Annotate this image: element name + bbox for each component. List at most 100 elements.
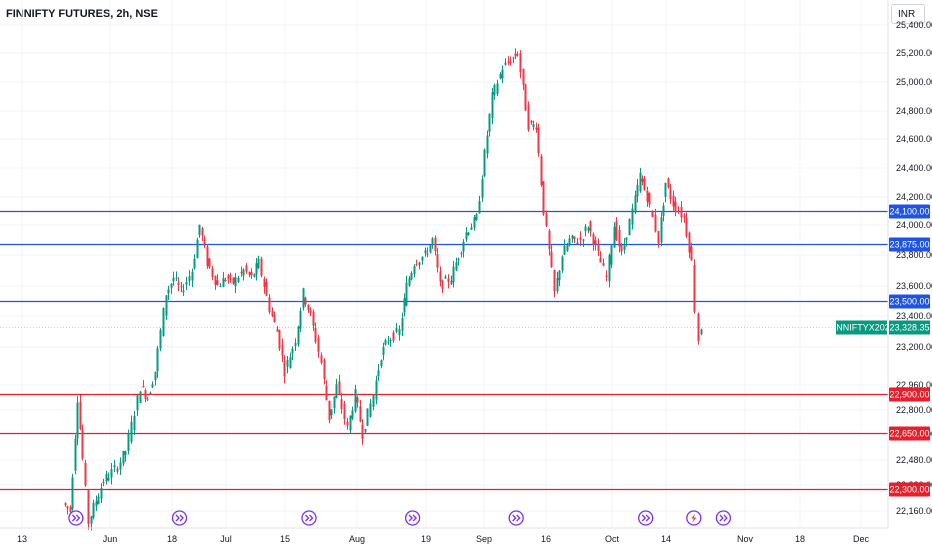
candle-body — [561, 256, 564, 271]
candle-body — [130, 421, 133, 442]
candle-body — [509, 61, 512, 64]
y-tick-label: 23,400.00 — [896, 311, 932, 321]
candle-body — [124, 451, 127, 455]
candle-body — [693, 265, 696, 312]
candle-body — [690, 246, 693, 261]
x-tick-label: Oct — [605, 534, 620, 544]
candle-body — [214, 275, 217, 285]
dividend-icon[interactable] — [404, 510, 421, 526]
candle-body — [444, 276, 447, 279]
candle-body — [172, 277, 175, 282]
candle-body — [317, 337, 320, 352]
candle-body — [84, 462, 87, 486]
candle-body — [387, 341, 390, 343]
candle-body — [237, 277, 240, 282]
last-price-tag — [889, 320, 930, 335]
chevrons-glyph — [175, 514, 184, 522]
candle-body — [594, 240, 597, 245]
candle-body — [542, 181, 545, 215]
x-tick-label: Nov — [737, 534, 754, 544]
candle-body — [211, 268, 214, 277]
support-level-label: 22,900.00 — [889, 390, 929, 400]
candle-body — [144, 390, 147, 399]
candle-body — [499, 74, 502, 79]
candle-body — [146, 398, 149, 400]
candle-body — [697, 313, 700, 341]
lightning-icon[interactable] — [686, 510, 702, 526]
candle-body — [641, 178, 644, 182]
chevrons-glyph — [641, 514, 651, 522]
candle-body — [648, 192, 651, 205]
candle-body — [602, 263, 605, 266]
candle-body — [634, 195, 637, 213]
candle-body — [530, 120, 533, 123]
dividend-icon[interactable] — [171, 510, 188, 526]
candle-body — [354, 389, 357, 412]
y-tick-label: 24,000.00 — [896, 220, 932, 230]
symbol-label: FINNIFTYX2024 — [828, 323, 895, 333]
candle-body — [680, 207, 683, 218]
candle-body — [257, 258, 260, 269]
candle-body — [105, 474, 108, 482]
candle-body — [462, 241, 465, 252]
chevrons-glyph — [71, 514, 81, 522]
candle-body — [151, 384, 154, 388]
candle-body — [395, 328, 398, 332]
candle-body — [366, 408, 369, 426]
candle-body — [501, 69, 504, 79]
currency-selector[interactable]: INR — [891, 4, 925, 24]
candle-body — [66, 506, 69, 509]
candle-body — [271, 311, 274, 316]
candle-body — [281, 345, 284, 356]
candle-body — [672, 195, 675, 207]
x-tick-label: Dec — [853, 534, 870, 544]
candle-body — [364, 429, 367, 432]
dividend-icon[interactable] — [715, 510, 732, 526]
support-level-tag — [889, 387, 930, 402]
candle-body — [613, 226, 616, 248]
dividend-icon[interactable] — [638, 510, 654, 526]
candle-body — [116, 468, 119, 472]
candle-body — [222, 277, 225, 287]
candle-body — [136, 395, 139, 411]
candle-body — [351, 410, 354, 419]
candle-body — [519, 53, 522, 73]
candle-body — [255, 263, 258, 275]
y-tick-label: 25,000.00 — [896, 77, 932, 87]
candle-body — [304, 297, 307, 305]
chevrons-glyph — [408, 514, 418, 522]
support-level-label: 22,650.00 — [889, 429, 929, 439]
dividend-icon[interactable] — [301, 510, 317, 526]
dividend-icon[interactable] — [68, 510, 84, 526]
candle-body — [553, 269, 556, 292]
candle-body — [424, 250, 427, 254]
candle-body — [639, 172, 642, 192]
y-tick-label: 24,400.00 — [896, 163, 932, 173]
candle-body — [167, 289, 170, 294]
candle-body — [413, 266, 416, 275]
y-tick-label: 22,160.00 — [896, 506, 932, 516]
y-tick-label: 23,200.00 — [896, 342, 932, 352]
candle-body — [159, 329, 162, 349]
candle-body — [297, 326, 300, 345]
candle-body — [149, 392, 152, 395]
candle-body — [216, 280, 219, 285]
candle-body — [102, 482, 105, 484]
dividend-icon[interactable] — [508, 510, 524, 526]
candle-body — [312, 311, 315, 326]
candle-body — [229, 275, 232, 277]
candle-body — [589, 221, 592, 232]
candle-body — [384, 340, 387, 345]
candle-body — [278, 330, 281, 349]
chevrons-glyph — [305, 514, 314, 522]
candle-body — [346, 421, 349, 426]
candle-body — [309, 310, 312, 313]
candle-body — [535, 127, 538, 130]
candle-body — [372, 394, 375, 407]
candle-body — [291, 348, 294, 354]
candle-body — [273, 315, 276, 323]
last-price-label: 23,328.35 — [889, 323, 929, 333]
candle-body — [664, 182, 667, 197]
candle-body — [299, 310, 302, 329]
